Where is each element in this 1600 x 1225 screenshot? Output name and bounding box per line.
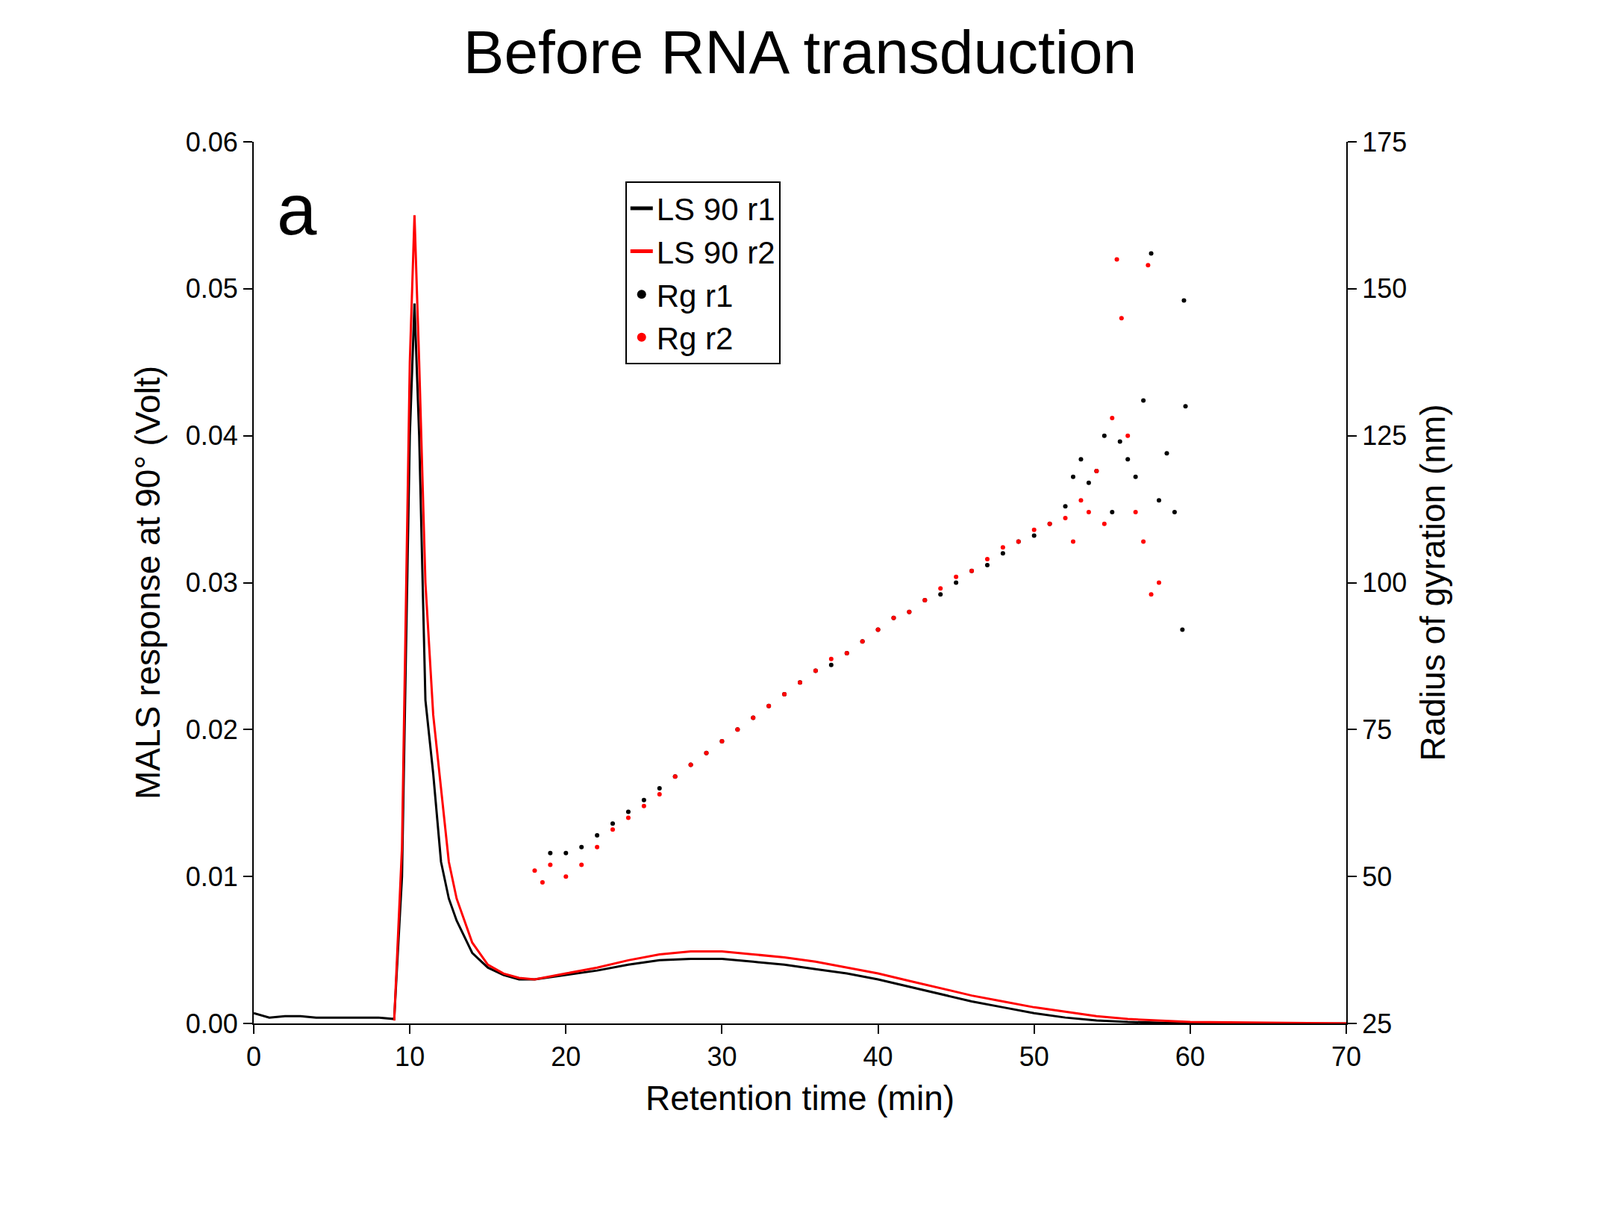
svg-text:150: 150 [1361,273,1407,304]
svg-text:Rg r2: Rg r2 [656,320,734,356]
svg-text:Rg r1: Rg r1 [656,278,734,314]
svg-text:0.05: 0.05 [185,273,239,304]
svg-text:50: 50 [1361,861,1392,892]
svg-text:0.01: 0.01 [185,861,239,892]
svg-text:0.03: 0.03 [185,567,239,598]
svg-text:30: 30 [706,1041,737,1072]
svg-text:40: 40 [863,1041,894,1072]
svg-text:Radius of gyration (nm): Radius of gyration (nm) [1413,403,1453,761]
svg-text:MALS response at 90° (Volt): MALS response at 90° (Volt) [128,365,168,800]
svg-text:LS 90 r1: LS 90 r1 [656,191,776,227]
svg-text:50: 50 [1019,1041,1050,1072]
svg-text:LS 90 r2: LS 90 r2 [656,235,776,271]
svg-text:0.02: 0.02 [185,714,239,745]
svg-text:60: 60 [1175,1041,1206,1072]
svg-text:25: 25 [1361,1008,1392,1039]
svg-text:0: 0 [246,1041,262,1072]
svg-text:70: 70 [1331,1041,1362,1072]
svg-text:175: 175 [1361,126,1407,158]
svg-text:0.06: 0.06 [185,126,239,158]
svg-text:100: 100 [1361,567,1407,598]
svg-text:10: 10 [394,1041,425,1072]
svg-text:75: 75 [1361,714,1392,745]
svg-text:Retention time (min): Retention time (min) [645,1078,955,1118]
svg-text:20: 20 [550,1041,581,1072]
svg-text:125: 125 [1361,420,1407,451]
svg-text:0.04: 0.04 [185,420,239,451]
svg-text:a: a [276,169,318,250]
svg-text:Before RNA transduction: Before RNA transduction [463,17,1137,86]
svg-text:0.00: 0.00 [185,1008,239,1039]
